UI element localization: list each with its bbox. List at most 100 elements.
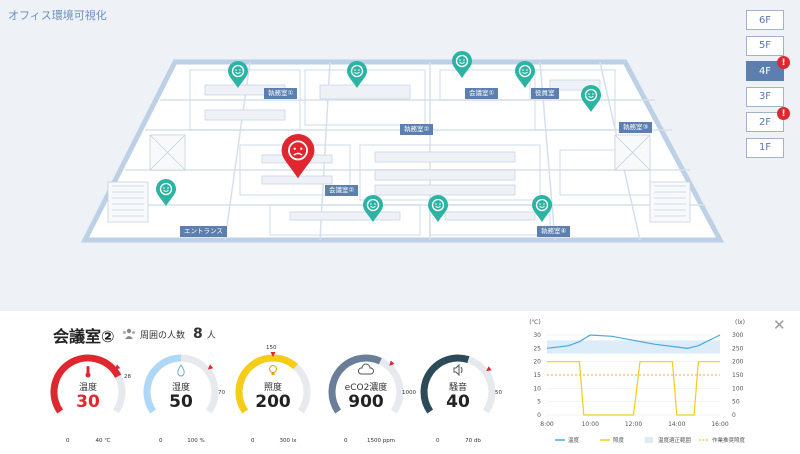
gauge-eco2: eCO2濃度 900 0 1500 ppm 1000: [326, 352, 416, 447]
sensor-history-chart: (℃) (lx)0510152025300501001502002503008:0…: [529, 319, 746, 444]
gauge-threshold: 50: [495, 390, 502, 396]
floor-button-5f[interactable]: 5F: [746, 35, 784, 56]
gauge-value: 900: [348, 392, 384, 412]
gauge-max: 70 db: [465, 438, 481, 444]
right-tick-label: 150: [732, 372, 744, 379]
floor-plan-drawing: [80, 59, 725, 243]
left-tick-label: 20: [533, 359, 541, 366]
x-tick-label: 10:00: [582, 421, 599, 428]
gauge-label: eCO2濃度: [344, 383, 388, 393]
gauge-value: 50: [169, 392, 193, 412]
smile-face-icon: [581, 85, 601, 112]
x-tick-label: 16:00: [711, 421, 728, 428]
left-tick-label: 5: [537, 399, 541, 406]
left-tick-label: 30: [533, 332, 541, 339]
sensor-pin-good[interactable]: [227, 61, 249, 93]
gauge-min: 0: [436, 438, 440, 444]
room-tag-office-1[interactable]: 執務室①: [264, 88, 298, 99]
room-tag-office-3[interactable]: 執務室③: [619, 122, 653, 133]
comfort-band: [547, 340, 720, 354]
sensor-pin-good[interactable]: [155, 179, 177, 211]
gauge-humidity: 湿度 50 0 100 % 70: [141, 352, 225, 447]
sensor-pin-good[interactable]: [580, 85, 602, 117]
gauge-max: 1500 ppm: [366, 438, 396, 444]
gauge-value: 200: [255, 392, 291, 412]
sensor-pin-good[interactable]: [362, 195, 384, 227]
floor-button-2f[interactable]: 2F!: [746, 107, 790, 132]
floor-button-3f[interactable]: 3F: [746, 86, 784, 107]
series-line-1: [547, 361, 720, 416]
gauge-dial: [50, 354, 126, 414]
room-tag-entrance[interactable]: エントランス: [180, 226, 227, 237]
right-tick-label: 50: [732, 399, 740, 406]
gauge-value: 30: [76, 392, 100, 412]
gauge-threshold: 70: [218, 390, 225, 396]
gauge-temperature: 温度 30 0 40 ℃ 28: [48, 352, 132, 447]
sensor-pin-good[interactable]: [451, 51, 473, 83]
gauge-label: 温度: [78, 383, 97, 393]
gauge-min: 0: [66, 438, 70, 444]
threshold-marker-icon: [389, 360, 395, 366]
gauge-value: 40: [446, 392, 470, 412]
floor-button-1f[interactable]: 1F: [746, 137, 784, 158]
smile-face-icon: [452, 51, 472, 78]
room-tag-office-4[interactable]: 執務室④: [537, 226, 571, 237]
room-tag-executive[interactable]: 役員室: [531, 88, 559, 99]
left-tick-label: 15: [533, 372, 541, 379]
gauge-max: 100 %: [187, 438, 205, 444]
people-unit: 人: [206, 330, 216, 341]
room-tag-meeting-2[interactable]: 会議室②: [325, 185, 359, 196]
gauge-min: 0: [159, 438, 163, 444]
close-icon[interactable]: ✕: [773, 316, 786, 334]
gauge-label: 湿度: [171, 383, 190, 393]
right-tick-label: 0: [732, 412, 736, 419]
sensor-pin-good[interactable]: [346, 61, 368, 93]
sensor-pin-good[interactable]: [514, 61, 536, 93]
legend-label: 作業推奨照度: [712, 436, 746, 444]
right-axis-unit: (lx): [735, 319, 745, 326]
gauge-dial: [235, 352, 311, 414]
series-line-0: [546, 334, 721, 349]
room-tag-meeting-1[interactable]: 会議室①: [465, 88, 499, 99]
left-axis-unit: (℃): [529, 319, 540, 326]
left-tick-label: 0: [537, 412, 541, 419]
legend-swatch: [645, 437, 653, 443]
room-tag-office-2[interactable]: 執務室②: [400, 124, 434, 135]
thermometer-icon: [85, 366, 91, 378]
legend-label: 照度: [613, 436, 625, 444]
gauge-dial: [328, 354, 404, 414]
gauge-threshold: 1000: [402, 390, 416, 396]
alert-badge-icon: !: [777, 107, 790, 120]
gauge-value-arc: [143, 354, 182, 414]
gauge-max: 40 ℃: [95, 438, 111, 444]
x-tick-label: 8:00: [540, 421, 554, 428]
x-tick-label: 14:00: [668, 421, 685, 428]
sensor-pin-good[interactable]: [531, 195, 553, 227]
gauge-max: 300 lx: [279, 438, 297, 444]
gauge-min: 0: [344, 438, 348, 444]
smile-face-icon: [156, 179, 176, 206]
floor-map[interactable]: 執務室① 会議室① 役員室 執務室② 執務室③ 会議室② エントランス 執務室④: [0, 0, 740, 310]
right-tick-label: 200: [732, 359, 744, 366]
cloud-icon: [357, 363, 375, 375]
sensor-pin-alert[interactable]: [278, 134, 318, 184]
smile-face-icon: [515, 61, 535, 88]
floor-button-6f[interactable]: 6F: [746, 10, 784, 30]
right-tick-label: 100: [732, 385, 744, 392]
left-tick-label: 25: [533, 345, 541, 352]
gauge-illuminance: 照度 200 0 300 lx 150: [233, 345, 317, 447]
gauge-value-arc: [420, 354, 470, 414]
gauge-label: 照度: [263, 383, 282, 393]
right-tick-label: 250: [732, 345, 744, 352]
sad-face-icon: [281, 134, 315, 179]
lightbulb-icon: [269, 365, 277, 375]
threshold-marker-icon: [114, 364, 121, 370]
people-icon: [123, 328, 135, 339]
right-tick-label: 300: [732, 332, 744, 339]
floor-selector: 6F 5F 4F! 3F 2F! 1F: [746, 10, 790, 163]
gauge-min: 0: [251, 438, 255, 444]
gauge-threshold: 150: [266, 345, 277, 351]
floor-button-4f[interactable]: 4F!: [746, 56, 790, 81]
sensor-pin-good[interactable]: [427, 195, 449, 227]
people-count: 周囲の人数 8 人: [122, 326, 216, 342]
